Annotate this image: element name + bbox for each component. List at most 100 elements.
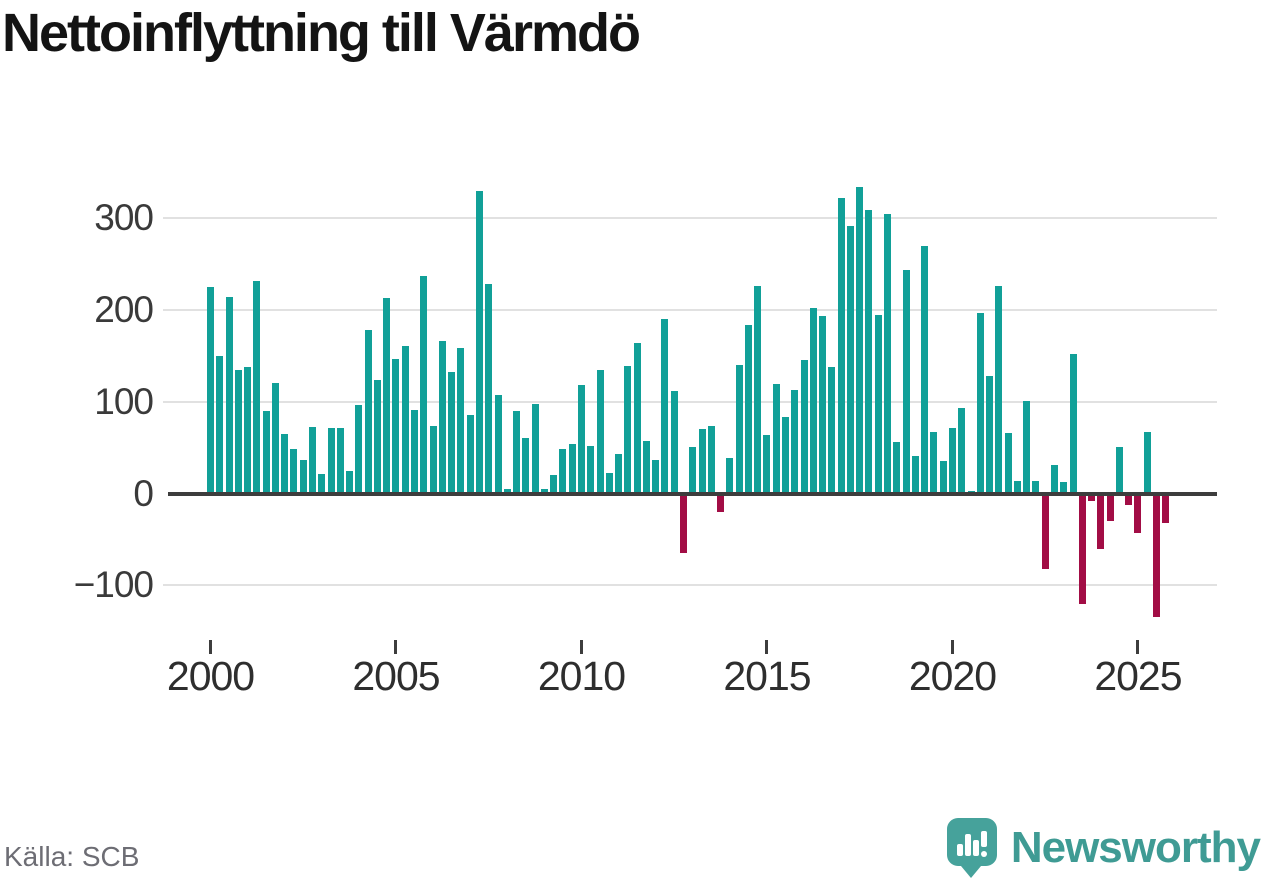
bar xyxy=(911,455,919,494)
bar xyxy=(763,434,771,494)
bar xyxy=(624,365,632,494)
bar xyxy=(271,383,279,494)
bar xyxy=(819,316,827,494)
x-tick-label: 2015 xyxy=(723,653,811,699)
bar xyxy=(791,389,799,494)
newsworthy-logo-text: Newsworthy xyxy=(1010,822,1261,872)
y-tick-label: 300 xyxy=(94,197,154,239)
bar xyxy=(958,408,966,494)
x-tick-label: 2025 xyxy=(1094,653,1182,699)
bar xyxy=(448,372,456,494)
bar xyxy=(976,312,984,494)
x-tick-label: 2010 xyxy=(537,653,626,699)
bar xyxy=(1097,493,1105,550)
bar xyxy=(893,442,901,494)
bar xyxy=(874,315,882,494)
x-tick-label: 2005 xyxy=(352,653,440,699)
bar xyxy=(1023,400,1031,494)
bar xyxy=(1162,493,1170,523)
bar xyxy=(485,284,493,494)
bar xyxy=(1004,432,1012,494)
x-tick-label: 2000 xyxy=(166,653,255,699)
bar xyxy=(568,443,576,494)
bar xyxy=(837,197,845,494)
gridline xyxy=(163,308,1217,311)
y-tick-label: 200 xyxy=(94,288,154,330)
bar xyxy=(429,425,437,494)
bar xyxy=(1115,446,1123,494)
bar xyxy=(383,297,391,494)
source-note: Källa: SCB xyxy=(4,841,140,872)
bar xyxy=(466,415,474,494)
bar xyxy=(513,410,521,494)
bar xyxy=(1078,493,1086,604)
bar xyxy=(661,319,669,494)
bar xyxy=(299,459,307,494)
bar xyxy=(707,425,715,494)
bar xyxy=(559,448,567,494)
bar xyxy=(244,366,252,494)
bar xyxy=(828,366,836,494)
x-tick-mark xyxy=(1136,640,1140,654)
bar xyxy=(401,345,409,494)
x-tick-mark xyxy=(765,640,769,654)
bar xyxy=(225,297,233,494)
bar xyxy=(1088,493,1096,501)
bar xyxy=(1134,493,1142,533)
bar xyxy=(939,461,947,494)
bar xyxy=(596,370,604,494)
bar xyxy=(865,209,873,494)
gridline xyxy=(163,400,1217,403)
bar xyxy=(207,286,214,494)
bar xyxy=(1032,480,1040,494)
bar xyxy=(856,186,864,494)
bar xyxy=(318,474,326,494)
x-tick-mark xyxy=(579,640,583,654)
bar xyxy=(995,286,1003,494)
bar xyxy=(698,429,706,494)
bar xyxy=(986,375,994,494)
bar xyxy=(615,454,623,494)
bar xyxy=(577,385,585,494)
zero-line xyxy=(168,491,1217,496)
bar xyxy=(921,245,929,494)
bar xyxy=(605,473,613,494)
bar xyxy=(930,431,938,494)
bar xyxy=(652,459,660,494)
logo-bar-chart-glyph xyxy=(956,830,987,857)
bar xyxy=(744,324,752,494)
bar xyxy=(346,470,354,494)
bar xyxy=(782,417,790,494)
bar xyxy=(717,493,725,512)
y-tick-label: 0 xyxy=(133,472,154,514)
bar xyxy=(503,488,511,494)
bar xyxy=(772,384,780,494)
bar xyxy=(670,390,678,494)
newsworthy-logo: Newsworthy xyxy=(946,816,1261,879)
y-tick-label: 100 xyxy=(94,380,154,422)
bar xyxy=(689,446,697,494)
bar xyxy=(411,409,419,494)
bar xyxy=(1050,465,1058,494)
bar xyxy=(679,493,687,554)
chart: 300 200 100 0 −100 2000 2005 2010 2015 2020 2025 xyxy=(74,186,1217,699)
bar xyxy=(336,428,344,494)
bar xyxy=(355,405,363,494)
bar xyxy=(1106,493,1114,522)
bar xyxy=(540,488,548,494)
bar xyxy=(1069,353,1077,494)
gridline xyxy=(163,217,1217,220)
bar xyxy=(309,427,317,494)
bar xyxy=(494,395,502,494)
bar xyxy=(948,428,956,494)
bar xyxy=(438,341,446,494)
bar xyxy=(262,410,270,494)
bar xyxy=(1152,493,1160,618)
bar xyxy=(234,369,242,494)
bar xyxy=(642,441,650,494)
x-tick-mark xyxy=(394,640,398,654)
bar xyxy=(290,448,298,494)
bar xyxy=(392,359,400,494)
x-tick-mark xyxy=(209,640,212,654)
bar xyxy=(587,445,595,494)
